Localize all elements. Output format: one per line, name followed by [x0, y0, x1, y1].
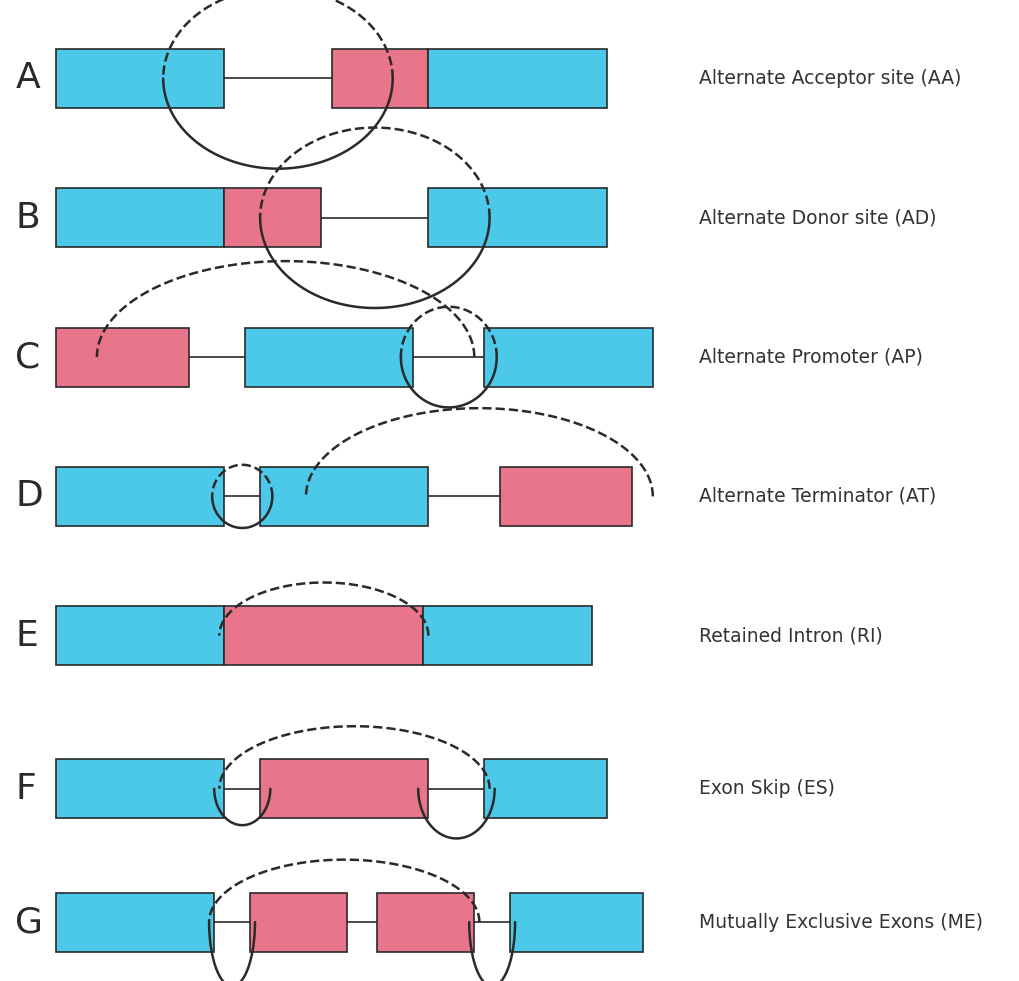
- Bar: [245, 328, 413, 387]
- Bar: [56, 606, 224, 665]
- Bar: [56, 759, 224, 818]
- Bar: [423, 606, 591, 665]
- Bar: [224, 188, 321, 247]
- Text: E: E: [15, 619, 38, 652]
- Bar: [510, 893, 642, 952]
- Bar: [484, 328, 652, 387]
- Bar: [224, 606, 423, 665]
- Text: B: B: [15, 201, 40, 234]
- Text: Alternate Donor site (AD): Alternate Donor site (AD): [698, 208, 935, 228]
- Text: C: C: [15, 340, 41, 374]
- Bar: [56, 188, 224, 247]
- Text: F: F: [15, 772, 36, 805]
- Text: Alternate Acceptor site (AA): Alternate Acceptor site (AA): [698, 69, 960, 88]
- Text: Alternate Terminator (AT): Alternate Terminator (AT): [698, 487, 935, 506]
- Bar: [56, 49, 224, 108]
- Bar: [377, 893, 474, 952]
- Bar: [56, 893, 214, 952]
- Text: G: G: [15, 905, 43, 939]
- Bar: [499, 467, 632, 526]
- Text: Alternate Promoter (AP): Alternate Promoter (AP): [698, 347, 921, 367]
- Bar: [260, 759, 428, 818]
- Text: Exon Skip (ES): Exon Skip (ES): [698, 779, 834, 799]
- Bar: [250, 893, 346, 952]
- Bar: [56, 328, 189, 387]
- Bar: [56, 467, 224, 526]
- Bar: [260, 467, 428, 526]
- Bar: [428, 49, 606, 108]
- Bar: [428, 188, 606, 247]
- Bar: [484, 759, 606, 818]
- Text: Mutually Exclusive Exons (ME): Mutually Exclusive Exons (ME): [698, 912, 981, 932]
- Bar: [331, 49, 428, 108]
- Text: A: A: [15, 62, 40, 95]
- Text: Retained Intron (RI): Retained Intron (RI): [698, 626, 881, 645]
- Text: D: D: [15, 480, 43, 513]
